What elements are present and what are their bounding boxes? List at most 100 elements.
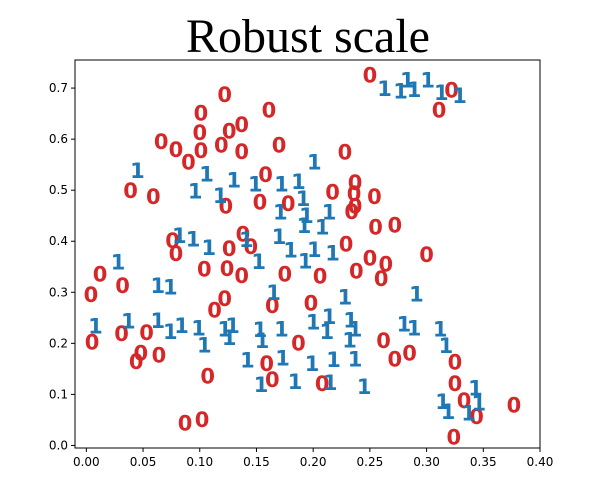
- y-tick-label: 0.4: [49, 234, 68, 248]
- point-label-0: 0: [259, 352, 274, 376]
- point-label-0: 0: [325, 181, 340, 205]
- point-label-0: 0: [368, 216, 383, 240]
- point-label-1: 1: [255, 329, 270, 353]
- point-label-0: 0: [378, 253, 393, 277]
- point-label-1: 1: [199, 162, 214, 186]
- point-label-1: 1: [253, 318, 268, 342]
- point-label-1: 1: [197, 333, 212, 357]
- point-label-1: 1: [130, 159, 145, 183]
- point-label-0: 0: [115, 274, 130, 298]
- point-label-1: 1: [274, 318, 289, 342]
- point-label-0: 0: [432, 99, 447, 123]
- point-label-0: 0: [349, 259, 364, 283]
- point-label-1: 1: [315, 216, 330, 240]
- point-label-0: 0: [234, 140, 249, 164]
- point-label-1: 1: [251, 250, 266, 274]
- point-label-1: 1: [319, 320, 334, 344]
- point-label-1: 1: [298, 250, 313, 274]
- point-label-0: 0: [169, 138, 184, 162]
- point-label-1: 1: [452, 84, 467, 108]
- point-label-1: 1: [471, 392, 486, 416]
- y-tick-label: 0.2: [49, 336, 68, 350]
- point-label-1: 1: [240, 349, 255, 373]
- point-label-1: 1: [357, 375, 372, 399]
- point-label-0: 0: [234, 264, 249, 288]
- point-label-1: 1: [291, 170, 306, 194]
- point-label-1: 1: [222, 326, 237, 350]
- y-tick-label: 0.3: [49, 285, 68, 299]
- point-label-0: 0: [165, 229, 180, 253]
- point-label-0: 0: [217, 287, 232, 311]
- point-label-0: 0: [277, 262, 292, 286]
- point-label-0: 0: [448, 372, 463, 396]
- point-label-0: 0: [123, 179, 138, 203]
- point-label-0: 0: [214, 133, 229, 157]
- point-label-0: 0: [194, 139, 209, 163]
- point-label-1: 1: [288, 370, 303, 394]
- point-label-0: 0: [363, 63, 378, 87]
- point-label-1: 1: [322, 201, 337, 225]
- point-label-1: 1: [325, 242, 340, 266]
- point-label-0: 0: [347, 182, 362, 206]
- point-label-0: 0: [344, 200, 359, 224]
- point-label-1: 1: [326, 348, 341, 372]
- point-label-1: 1: [407, 317, 422, 341]
- point-label-1: 1: [272, 225, 287, 249]
- point-label-0: 0: [133, 342, 148, 366]
- point-label-0: 0: [253, 190, 268, 214]
- point-label-1: 1: [188, 180, 203, 204]
- y-tick-label: 0.7: [49, 81, 68, 95]
- point-label-0: 0: [222, 237, 237, 261]
- point-label-1: 1: [338, 285, 353, 309]
- point-label-1: 1: [397, 313, 412, 337]
- point-label-0: 0: [281, 192, 296, 216]
- point-label-1: 1: [439, 334, 454, 358]
- y-tick-label: 0.6: [49, 132, 68, 146]
- point-label-0: 0: [258, 163, 273, 187]
- x-tick-label: 0.25: [357, 455, 384, 469]
- point-label-0: 0: [234, 113, 249, 137]
- x-tick-label: 0.20: [300, 455, 327, 469]
- point-label-1: 1: [217, 318, 232, 342]
- point-label-0: 0: [367, 185, 382, 209]
- point-label-1: 1: [297, 214, 312, 238]
- point-label-1: 1: [342, 328, 357, 352]
- x-tick-label: 0.30: [413, 455, 440, 469]
- point-label-1: 1: [407, 78, 422, 102]
- point-label-1: 1: [400, 68, 415, 92]
- point-label-0: 0: [469, 405, 484, 429]
- x-tick-label: 0.10: [186, 455, 213, 469]
- point-label-1: 1: [88, 315, 103, 339]
- point-label-0: 0: [387, 213, 402, 237]
- point-label-1: 1: [172, 224, 187, 248]
- point-label-0: 0: [376, 329, 391, 353]
- y-tick-label: 0.1: [49, 387, 68, 401]
- point-label-1: 1: [296, 187, 311, 211]
- point-label-0: 0: [197, 257, 212, 281]
- plot-area: [74, 59, 541, 449]
- point-label-1: 1: [307, 238, 322, 262]
- point-label-1: 1: [307, 151, 322, 175]
- point-label-0: 0: [402, 342, 417, 366]
- point-label-1: 1: [420, 68, 435, 92]
- point-label-1: 1: [248, 173, 263, 197]
- point-label-1: 1: [441, 400, 456, 424]
- point-label-1: 1: [226, 169, 241, 193]
- x-tick-label: 0.40: [527, 455, 554, 469]
- point-label-1: 1: [306, 310, 321, 334]
- y-tick-label: 0.0: [49, 438, 68, 452]
- y-tick-label: 0.5: [49, 183, 68, 197]
- point-label-1: 1: [213, 184, 228, 208]
- point-label-1: 1: [305, 352, 320, 376]
- point-label-1: 1: [254, 373, 269, 397]
- point-label-1: 1: [186, 228, 201, 252]
- point-label-0: 0: [236, 223, 251, 247]
- point-label-0: 0: [152, 344, 167, 368]
- x-axis: 0.00 0.05 0.10 0.15 0.20 0.25 0.30 0.35 0.40: [73, 448, 553, 469]
- point-label-0: 0: [339, 232, 354, 256]
- point-label-0: 0: [272, 133, 287, 157]
- point-label-1: 1: [174, 314, 189, 338]
- x-tick-label: 0.00: [73, 455, 100, 469]
- point-label-0: 0: [243, 235, 258, 259]
